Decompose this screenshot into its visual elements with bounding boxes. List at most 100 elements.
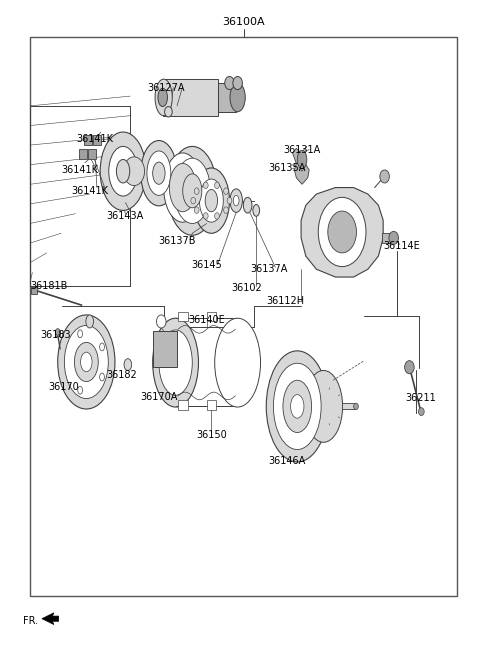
Ellipse shape xyxy=(380,170,389,183)
Ellipse shape xyxy=(158,89,168,106)
Text: 36183: 36183 xyxy=(40,329,71,340)
Bar xyxy=(206,312,216,321)
Bar xyxy=(153,331,177,367)
Ellipse shape xyxy=(58,315,115,409)
Ellipse shape xyxy=(147,151,171,195)
Ellipse shape xyxy=(169,163,196,212)
Text: 36170A: 36170A xyxy=(140,392,178,401)
Ellipse shape xyxy=(123,157,144,186)
Text: 36150: 36150 xyxy=(196,430,227,440)
Ellipse shape xyxy=(164,153,202,222)
Text: 36137A: 36137A xyxy=(250,264,288,274)
Ellipse shape xyxy=(405,361,414,374)
Ellipse shape xyxy=(174,158,210,224)
Ellipse shape xyxy=(233,195,239,206)
Bar xyxy=(30,37,457,596)
Ellipse shape xyxy=(141,140,177,206)
Ellipse shape xyxy=(204,182,208,188)
Ellipse shape xyxy=(419,407,424,415)
Text: 36131A: 36131A xyxy=(283,146,321,155)
Ellipse shape xyxy=(156,315,166,328)
Text: 36141K: 36141K xyxy=(71,186,108,196)
Ellipse shape xyxy=(266,351,328,462)
Text: 36141K: 36141K xyxy=(76,134,113,144)
Ellipse shape xyxy=(204,213,208,219)
Ellipse shape xyxy=(318,197,366,266)
Bar xyxy=(342,403,355,409)
Ellipse shape xyxy=(78,330,83,338)
Text: 36145: 36145 xyxy=(191,260,222,270)
Polygon shape xyxy=(301,188,383,277)
Ellipse shape xyxy=(191,197,196,204)
Bar xyxy=(88,149,96,159)
Ellipse shape xyxy=(183,174,202,208)
Ellipse shape xyxy=(116,159,130,183)
Ellipse shape xyxy=(193,168,229,234)
Text: 36211: 36211 xyxy=(405,393,436,403)
Bar xyxy=(178,312,188,321)
Bar xyxy=(206,400,216,409)
Ellipse shape xyxy=(274,363,321,449)
Ellipse shape xyxy=(199,179,223,222)
Ellipse shape xyxy=(55,329,60,335)
Text: FR.: FR. xyxy=(24,615,38,626)
Ellipse shape xyxy=(283,380,312,432)
Text: 36146A: 36146A xyxy=(268,457,305,466)
Ellipse shape xyxy=(74,342,98,382)
Ellipse shape xyxy=(215,318,261,407)
Ellipse shape xyxy=(328,211,357,253)
Bar xyxy=(84,134,92,145)
Ellipse shape xyxy=(86,315,94,328)
Bar xyxy=(55,331,60,336)
Ellipse shape xyxy=(215,213,219,219)
Ellipse shape xyxy=(194,188,199,194)
Ellipse shape xyxy=(64,325,108,399)
Ellipse shape xyxy=(389,232,398,245)
Text: 36137B: 36137B xyxy=(158,236,196,246)
Ellipse shape xyxy=(227,197,232,204)
Ellipse shape xyxy=(100,373,105,381)
Text: 36170: 36170 xyxy=(48,382,79,392)
Ellipse shape xyxy=(354,403,359,409)
Ellipse shape xyxy=(215,182,219,188)
Ellipse shape xyxy=(224,207,228,213)
Bar xyxy=(93,134,101,145)
Ellipse shape xyxy=(290,395,304,418)
Ellipse shape xyxy=(225,77,234,90)
Ellipse shape xyxy=(159,330,192,396)
Ellipse shape xyxy=(230,189,242,213)
Ellipse shape xyxy=(194,207,199,213)
Ellipse shape xyxy=(78,386,83,394)
Ellipse shape xyxy=(205,190,217,212)
Bar xyxy=(176,318,238,406)
Ellipse shape xyxy=(230,83,245,112)
Bar xyxy=(32,287,37,294)
Text: 36112H: 36112H xyxy=(266,296,304,306)
Ellipse shape xyxy=(124,359,132,371)
Text: 36102: 36102 xyxy=(232,283,263,293)
Ellipse shape xyxy=(165,106,172,117)
Ellipse shape xyxy=(100,132,146,211)
Polygon shape xyxy=(292,148,309,184)
Bar xyxy=(79,149,87,159)
Text: 36182: 36182 xyxy=(107,370,137,380)
Ellipse shape xyxy=(100,343,105,351)
Bar xyxy=(382,233,393,243)
Text: 36140E: 36140E xyxy=(188,315,225,325)
Text: 36114E: 36114E xyxy=(383,241,420,251)
Text: 36181B: 36181B xyxy=(30,281,68,291)
Text: 36141K: 36141K xyxy=(61,165,98,175)
Ellipse shape xyxy=(224,188,228,194)
Text: 36135A: 36135A xyxy=(268,163,305,173)
Text: 36127A: 36127A xyxy=(147,83,185,92)
Ellipse shape xyxy=(243,197,252,213)
Bar xyxy=(163,79,217,115)
Ellipse shape xyxy=(168,146,217,236)
Bar xyxy=(217,83,236,112)
Ellipse shape xyxy=(297,150,307,169)
Ellipse shape xyxy=(304,371,343,442)
Text: 36143A: 36143A xyxy=(106,211,143,220)
Text: 36100A: 36100A xyxy=(223,17,265,28)
Ellipse shape xyxy=(81,352,92,372)
Ellipse shape xyxy=(233,77,242,90)
